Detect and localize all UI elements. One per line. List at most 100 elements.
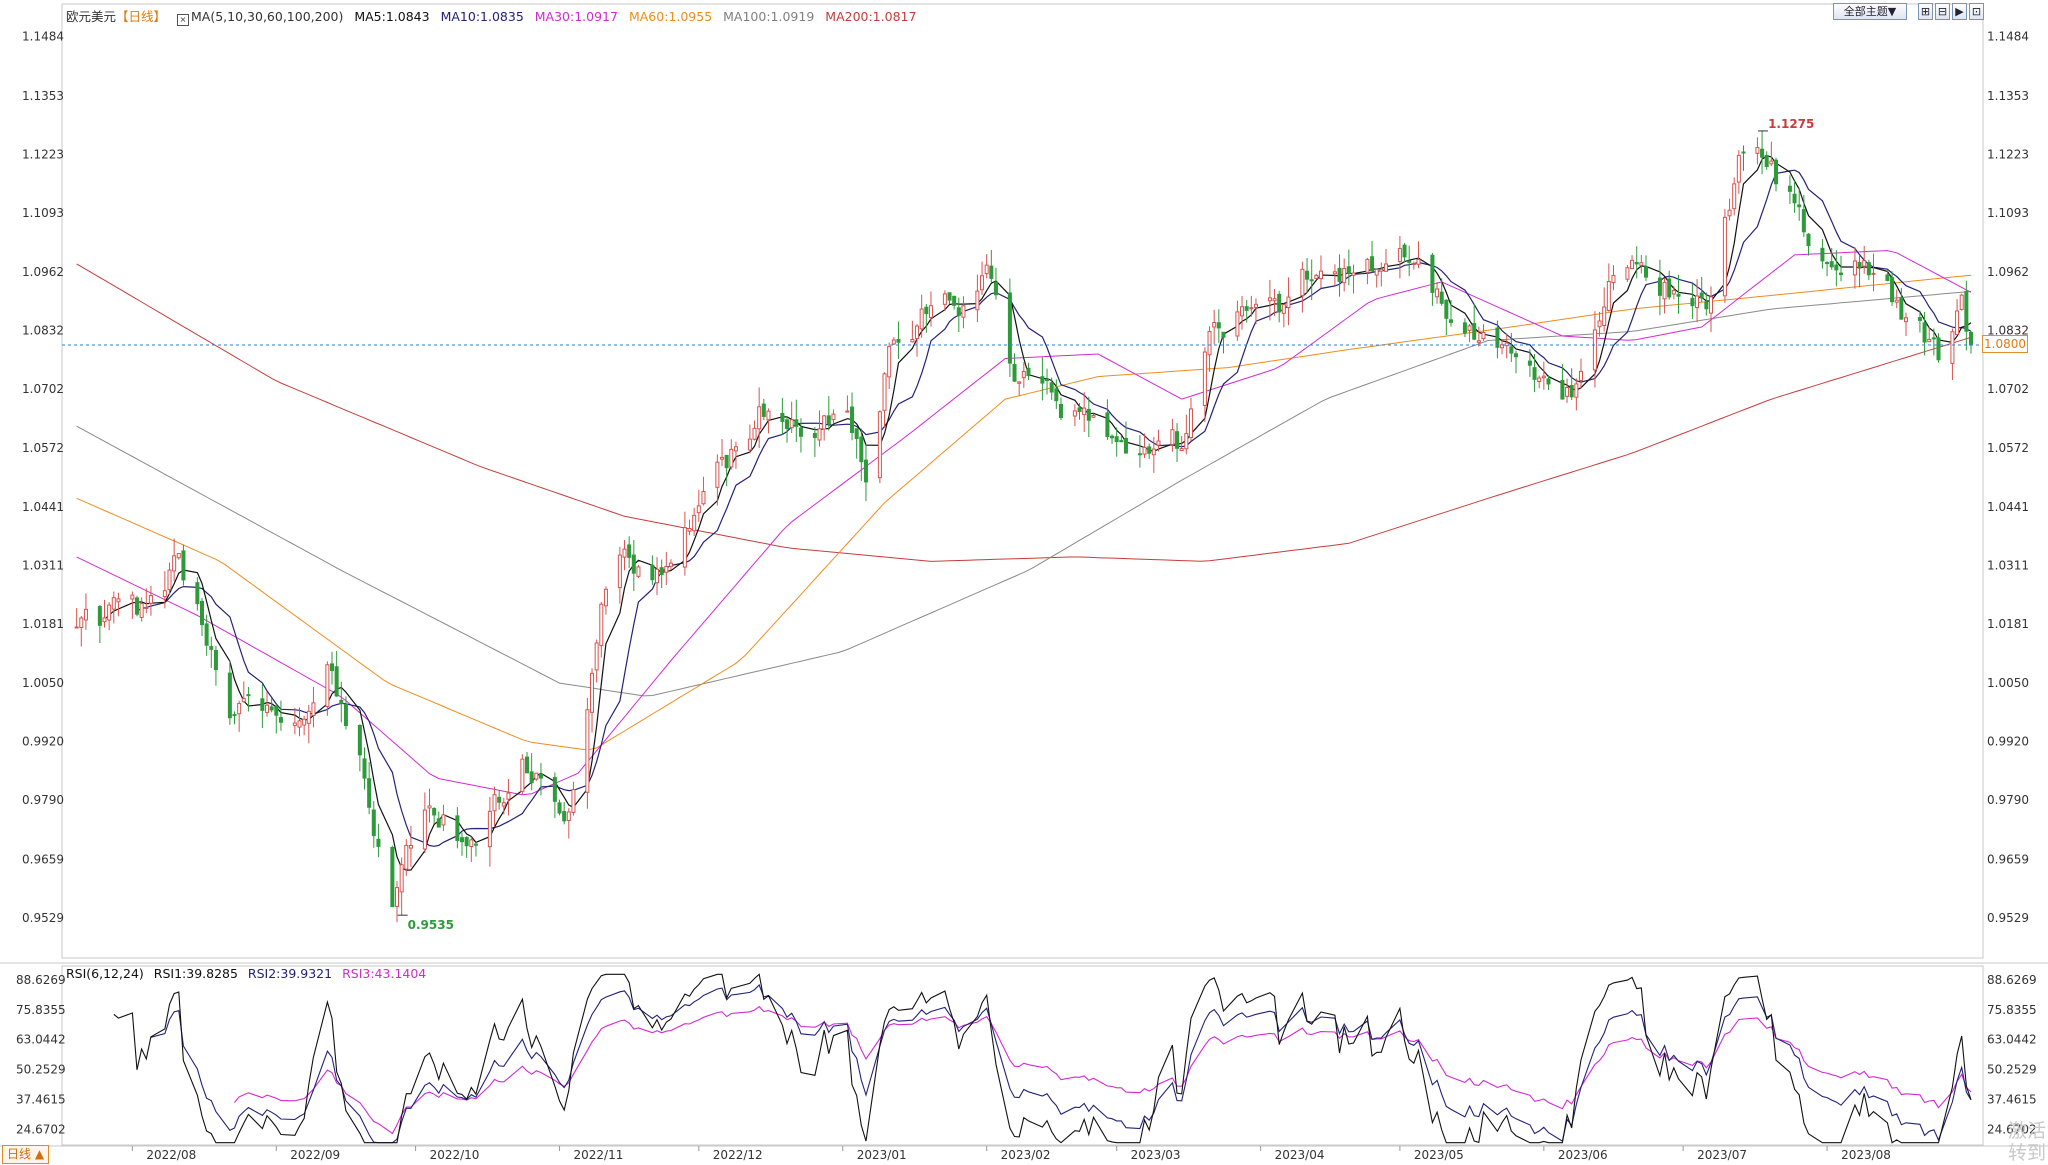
- price-tick-label-left: 1.1484: [22, 30, 64, 44]
- candle-body: [399, 864, 404, 893]
- ma30-value: MA30:1.0917: [534, 9, 618, 24]
- candle-body: [469, 839, 474, 848]
- candle-body: [701, 491, 706, 505]
- candle-body: [162, 590, 167, 598]
- price-tick-label-left: 1.1093: [22, 206, 64, 220]
- candle-body: [325, 664, 330, 708]
- candle-body: [1695, 295, 1700, 309]
- candle-body: [562, 811, 567, 822]
- candle-body: [1309, 279, 1314, 282]
- candle-body: [1472, 323, 1477, 340]
- zoom-out-button[interactable]: ⊟: [1935, 3, 1950, 20]
- candle-body: [404, 844, 409, 870]
- candle-body: [752, 427, 757, 440]
- reset-view-button[interactable]: ⊡: [1969, 3, 1984, 20]
- ma100-line: [76, 290, 1972, 697]
- candle-body: [1444, 299, 1449, 319]
- candle-body: [506, 792, 511, 800]
- candle-body: [436, 818, 441, 828]
- candle-body: [599, 603, 604, 647]
- candle-body: [441, 814, 446, 826]
- toggle-icon[interactable]: ×: [177, 14, 190, 26]
- price-tick-label-left: 1.0962: [22, 265, 64, 279]
- candle-body: [1105, 412, 1110, 437]
- price-tick-label-left: 1.1223: [22, 147, 64, 161]
- rsi-params: RSI(6,12,24): [66, 966, 144, 981]
- candle-body: [1462, 322, 1467, 334]
- candle-body: [116, 598, 121, 603]
- candle-body: [831, 413, 836, 421]
- ma10-line: [136, 169, 1972, 847]
- candle-body: [659, 567, 664, 576]
- candle-body: [622, 548, 627, 558]
- candle-body: [1866, 262, 1871, 276]
- candle-body: [863, 459, 868, 483]
- theme-dropdown[interactable]: 全部主题▼: [1833, 3, 1907, 20]
- candle-body: [566, 811, 571, 822]
- candle-body: [1202, 351, 1207, 406]
- candle-body: [552, 777, 557, 802]
- candle-body: [1272, 298, 1277, 302]
- candle-body: [915, 325, 920, 340]
- candle-body: [594, 642, 599, 671]
- candle-body: [1541, 375, 1546, 379]
- candle-body: [1722, 216, 1727, 297]
- candle-body: [1699, 292, 1704, 299]
- candle-body: [1736, 154, 1741, 183]
- scroll-right-button[interactable]: ▶: [1952, 3, 1967, 20]
- candle-body: [696, 505, 701, 514]
- price-tick-label-right: 1.0962: [1987, 265, 2029, 279]
- rsi-tick-label-left: 88.6269: [16, 973, 66, 987]
- candle-body: [952, 295, 957, 306]
- candle-body: [1968, 331, 1974, 346]
- candle-body: [1086, 408, 1091, 421]
- candle-body: [942, 293, 947, 305]
- price-tick-label-right: 1.0572: [1987, 441, 2029, 455]
- price-tick-label-left: 1.0572: [22, 441, 64, 455]
- candle-body: [822, 415, 827, 430]
- candle-body: [1430, 254, 1435, 293]
- candle-body: [1806, 233, 1811, 247]
- candle-body: [1643, 266, 1648, 278]
- rsi-tick-label-left: 24.6702: [16, 1122, 66, 1136]
- candle-body: [956, 307, 961, 316]
- candle-body: [376, 838, 381, 847]
- candle-body: [1439, 291, 1444, 304]
- annotation-low-label: 0.9535: [408, 918, 454, 932]
- price-tick-label-left: 0.9659: [22, 852, 64, 866]
- candle-body: [232, 714, 237, 717]
- candle-body: [1170, 429, 1175, 446]
- candle-body: [237, 702, 242, 715]
- candle-body: [473, 843, 478, 846]
- candle-body: [631, 554, 636, 574]
- candle-body: [1931, 337, 1936, 340]
- price-tick-label-right: 1.0050: [1987, 676, 2029, 690]
- candle-body: [877, 411, 882, 479]
- candle-body: [204, 623, 209, 646]
- candle-body: [1314, 274, 1319, 279]
- ma200-line: [76, 263, 1972, 562]
- price-tick-label-left: 1.0832: [22, 324, 64, 338]
- candle-body: [209, 646, 214, 650]
- candle-body: [1072, 410, 1077, 417]
- candle-body: [1216, 322, 1221, 329]
- candle-body: [1578, 370, 1583, 381]
- candle-body: [1862, 260, 1867, 267]
- candle-body: [1318, 270, 1323, 280]
- candle-body: [460, 837, 465, 843]
- candle-body: [585, 709, 590, 793]
- candle-body: [83, 608, 88, 621]
- candle-body: [1281, 304, 1286, 314]
- candle-body: [422, 809, 427, 850]
- period-tag: 【日线】: [116, 9, 167, 24]
- rsi-tick-label-right: 63.0442: [1987, 1033, 2037, 1047]
- candle-body: [144, 606, 149, 609]
- candle-body: [362, 758, 367, 779]
- candle-body: [1300, 268, 1305, 297]
- candle-body: [1838, 272, 1844, 276]
- candle-body: [269, 706, 274, 711]
- candle-body: [1871, 272, 1876, 275]
- zoom-in-button[interactable]: ⊞: [1918, 3, 1933, 20]
- period-selector[interactable]: 日线 ▲: [2, 1145, 50, 1164]
